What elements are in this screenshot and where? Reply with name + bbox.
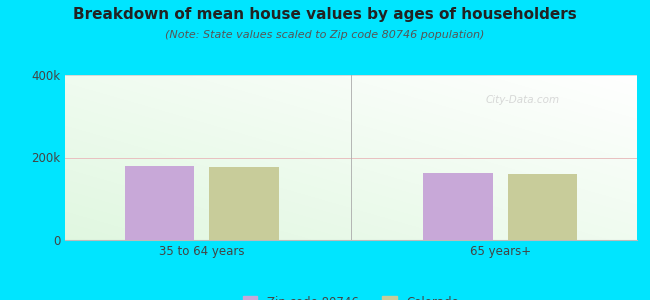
Text: (Note: State values scaled to Zip code 80746 population): (Note: State values scaled to Zip code 8… [165, 30, 485, 40]
Text: City-Data.com: City-Data.com [486, 95, 560, 105]
Legend: Zip code 80746, Colorado: Zip code 80746, Colorado [239, 291, 463, 300]
Bar [508, 174, 577, 240]
Text: Breakdown of mean house values by ages of householders: Breakdown of mean house values by ages o… [73, 8, 577, 22]
Bar [209, 167, 279, 240]
Bar [125, 166, 194, 240]
Bar [423, 173, 493, 240]
